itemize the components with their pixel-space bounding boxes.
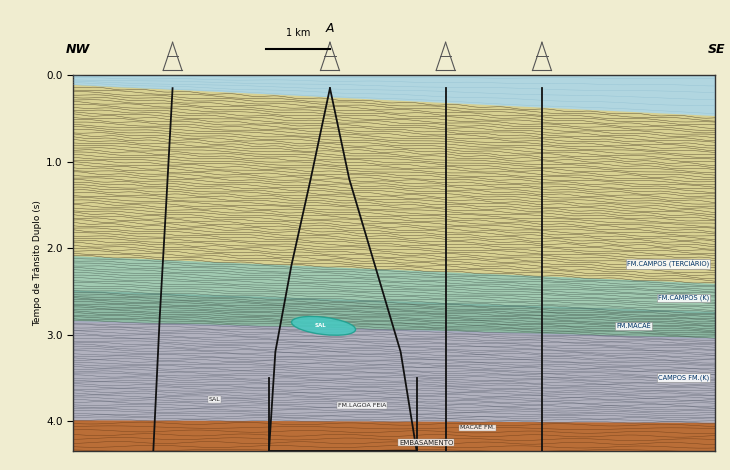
Text: FM.MACAÉ: FM.MACAÉ [616,322,651,329]
Text: MACAÉ FM.: MACAÉ FM. [460,425,495,431]
Polygon shape [73,321,715,423]
Text: CAMPOS FM.(K): CAMPOS FM.(K) [658,375,709,381]
Text: FM.CAMPOS (TERCIÁRIO): FM.CAMPOS (TERCIÁRIO) [627,259,709,267]
Text: NW: NW [66,43,90,56]
Text: FM.CAMPOS (K): FM.CAMPOS (K) [658,295,709,301]
Polygon shape [73,86,715,284]
Text: SAL: SAL [315,323,326,329]
Ellipse shape [291,316,356,335]
Text: SE: SE [708,43,726,56]
Polygon shape [73,421,715,460]
Polygon shape [73,291,715,339]
Text: FM.LAGOA FEIA: FM.LAGOA FEIA [338,403,386,408]
Text: 1 km: 1 km [285,28,310,38]
Y-axis label: Tempo de Trânsito Duplo (s): Tempo de Trânsito Duplo (s) [33,200,42,326]
Text: SAL: SAL [209,397,220,402]
Polygon shape [73,257,715,313]
Polygon shape [73,75,715,117]
Text: EMBASAMENTO: EMBASAMENTO [399,439,453,446]
Text: A: A [326,22,334,35]
